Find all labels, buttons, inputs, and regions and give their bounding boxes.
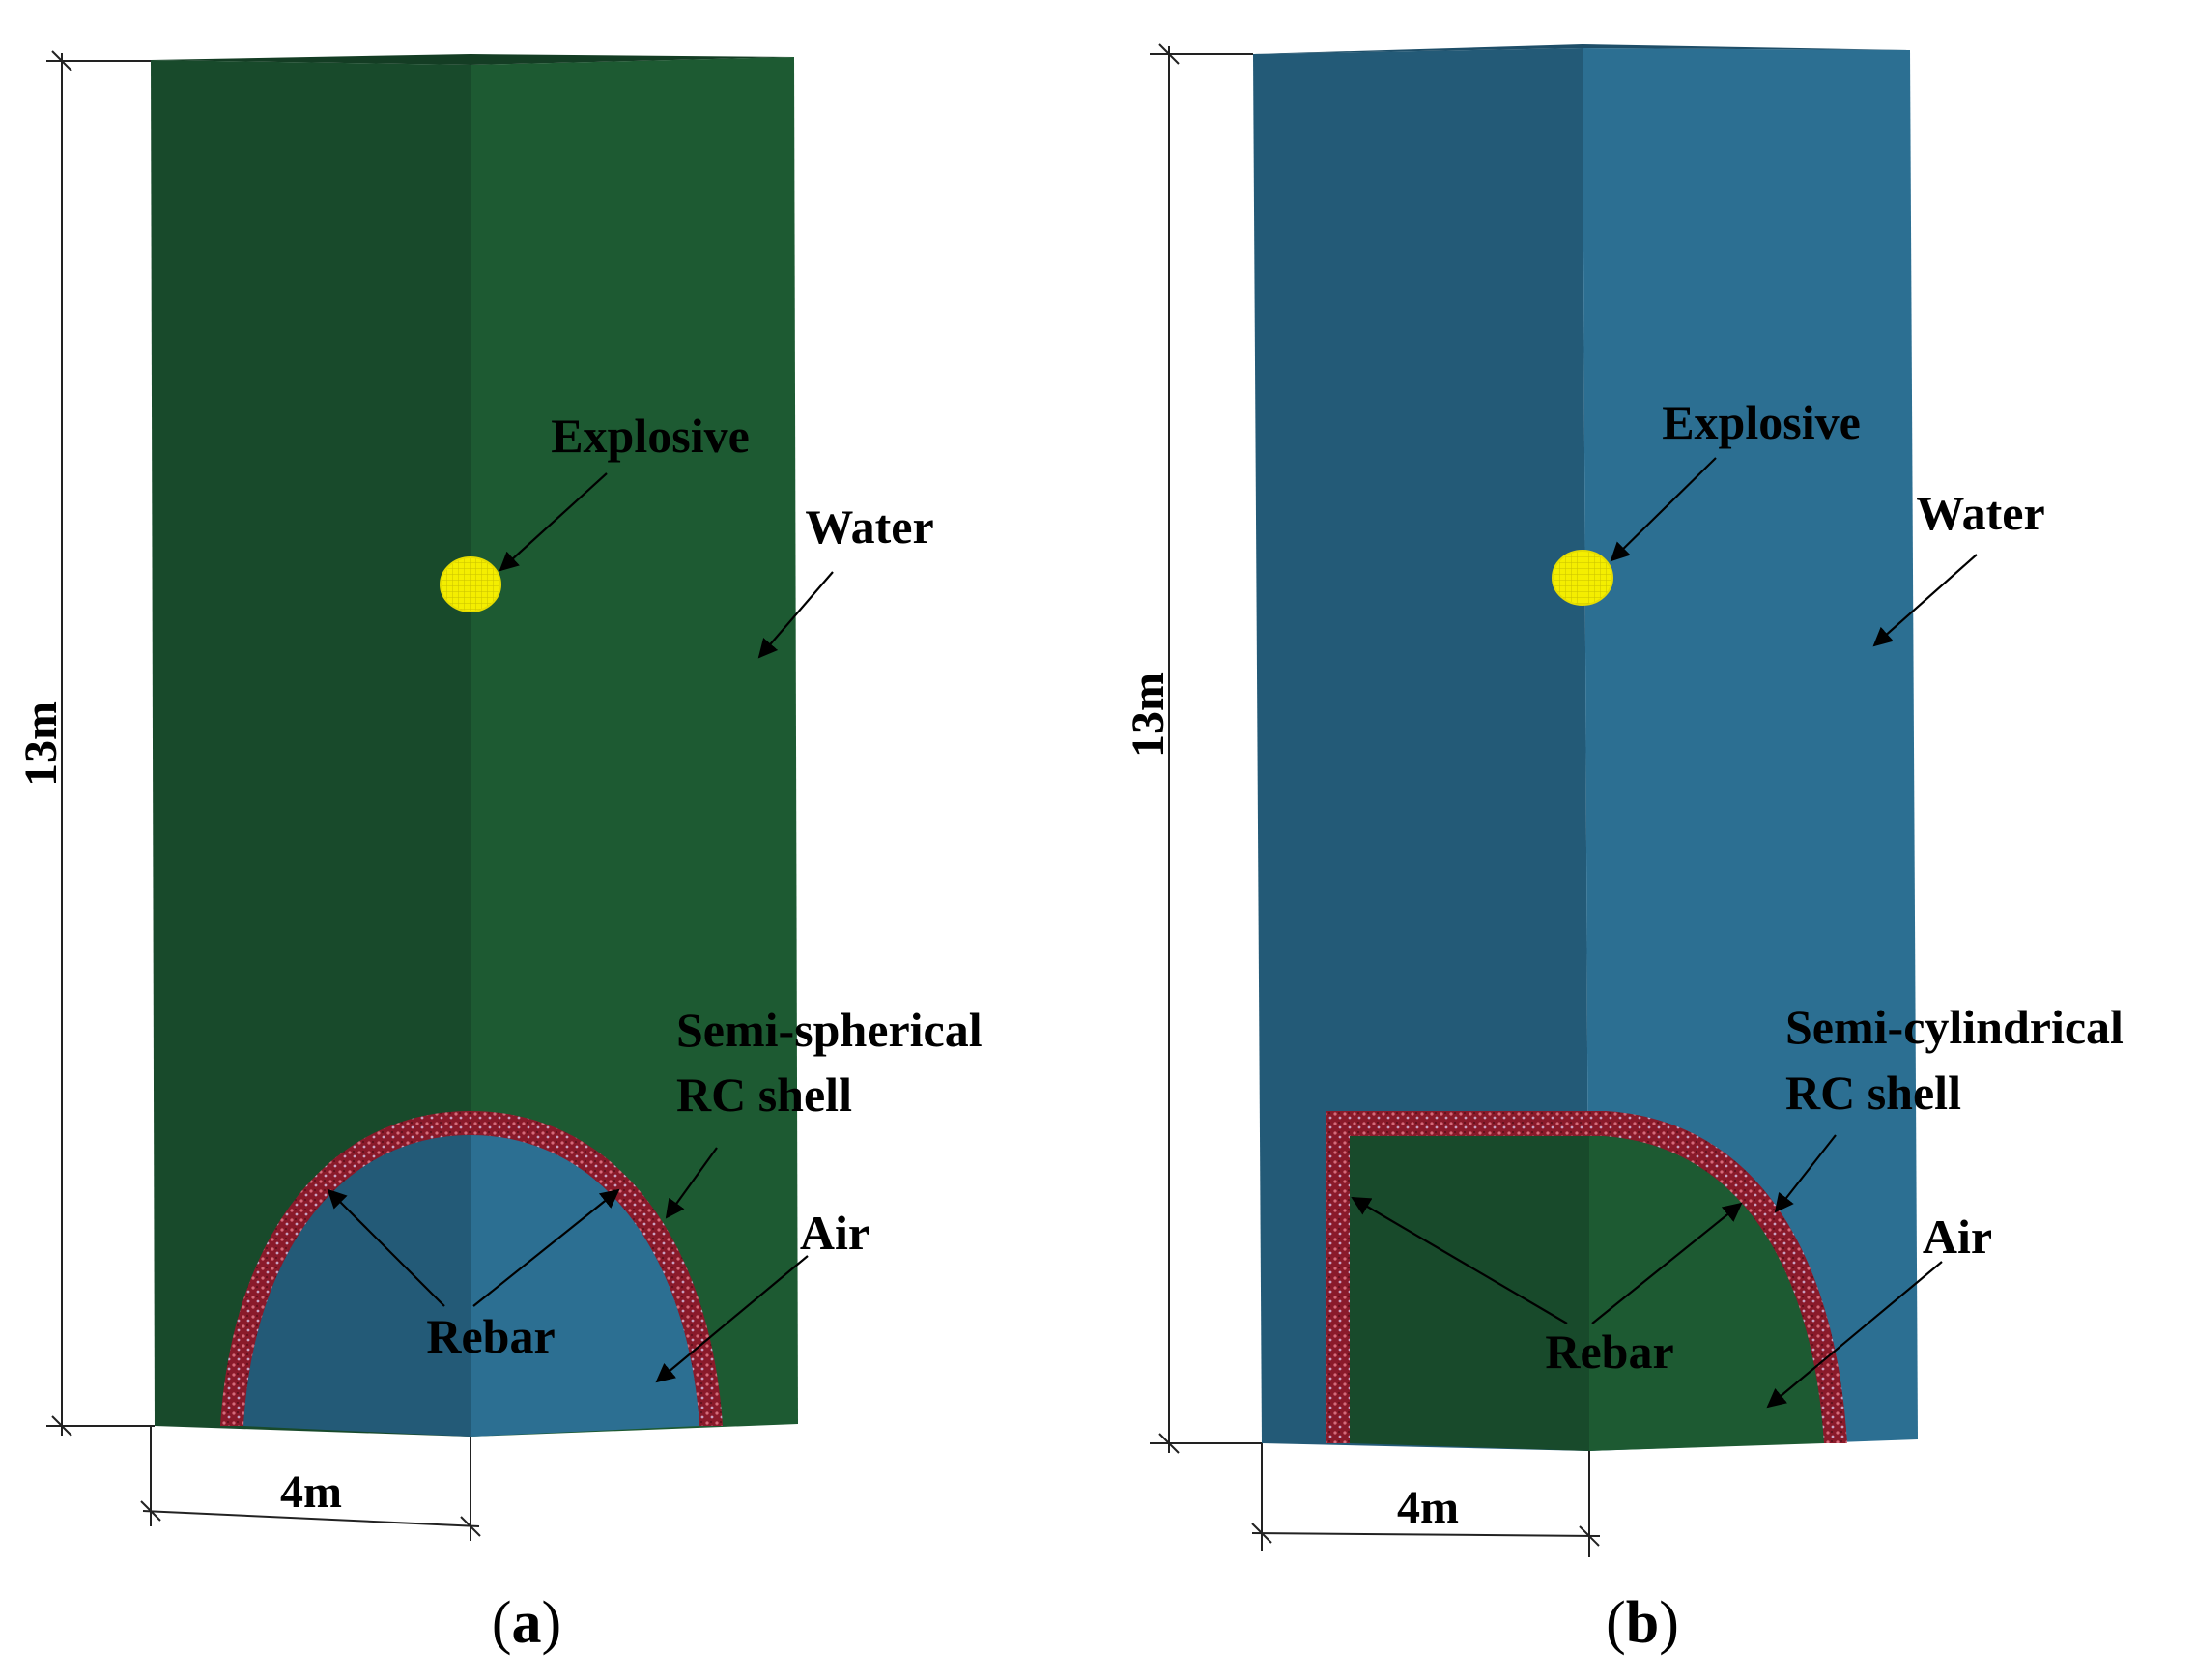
- rebar-arrow-left: [1351, 1196, 1568, 1324]
- water-label: Water: [805, 499, 933, 554]
- width-dimension-line: [1251, 1532, 1601, 1537]
- air-label: Air: [800, 1206, 870, 1260]
- panel-b-caption: (b): [1606, 1590, 1679, 1656]
- shell-label-line1: Semi-cylindrical: [1785, 1000, 2124, 1054]
- shell-label-line1: Semi-spherical: [676, 1003, 983, 1057]
- rebar-arrow-right: [1591, 1202, 1743, 1324]
- width-tick-left: [140, 1500, 161, 1522]
- width-tick-left: [1251, 1523, 1272, 1544]
- width-label: 4m: [280, 1466, 342, 1518]
- width-dimension-line: [142, 1510, 480, 1527]
- air-region-left: [1350, 1136, 1589, 1451]
- panel-a-caption: (a): [492, 1590, 561, 1656]
- rebar-arrow-left: [327, 1188, 445, 1307]
- shell-label-line2: RC shell: [676, 1068, 852, 1122]
- height-label: 13m: [1123, 672, 1174, 757]
- width-tick-right: [460, 1516, 481, 1537]
- panel-b: 13m 4m Explosive Water Semi-cylindrical …: [1123, 43, 2124, 1656]
- height-tick-bottom: [1158, 1433, 1180, 1454]
- rebar-label: Rebar: [1545, 1324, 1673, 1379]
- shell-arrow: [1774, 1134, 1837, 1213]
- air-arrow: [1766, 1261, 1943, 1409]
- water-arrow: [757, 571, 834, 659]
- air-arrow: [655, 1255, 809, 1383]
- panel-a: 13m 4m Explosive Water Semi-spherical RC…: [15, 50, 983, 1656]
- explosive-arrow: [499, 472, 608, 572]
- water-region-right: [471, 57, 798, 1437]
- shell-arrow: [665, 1147, 718, 1219]
- air-region-right: [1589, 1136, 1824, 1451]
- explosive-label: Explosive: [551, 409, 750, 463]
- explosive-charge: [1552, 550, 1613, 606]
- rebar-label: Rebar: [426, 1309, 555, 1363]
- water-region-left: [151, 60, 471, 1437]
- water-top-edge: [151, 54, 794, 65]
- explosive-charge: [440, 556, 501, 612]
- height-tick-top: [1158, 43, 1180, 65]
- shell-label-line2: RC shell: [1785, 1066, 1961, 1120]
- water-region-right: [1583, 48, 1918, 1451]
- water-region-left: [1253, 48, 1589, 1451]
- air-region-right: [471, 1135, 699, 1437]
- water-arrow: [1872, 554, 1978, 647]
- air-region-left: [243, 1135, 471, 1437]
- height-tick-top: [51, 50, 72, 71]
- air-label: Air: [1923, 1210, 1992, 1264]
- explosive-label: Explosive: [1662, 395, 1861, 449]
- water-label: Water: [1916, 486, 2044, 540]
- height-tick-bottom: [51, 1415, 72, 1437]
- explosive-arrow: [1610, 457, 1717, 562]
- water-top-edge: [1253, 44, 1910, 54]
- height-label: 13m: [15, 701, 67, 786]
- width-tick-right: [1579, 1525, 1600, 1547]
- rebar-arrow-right: [472, 1188, 620, 1307]
- width-label: 4m: [1397, 1482, 1459, 1533]
